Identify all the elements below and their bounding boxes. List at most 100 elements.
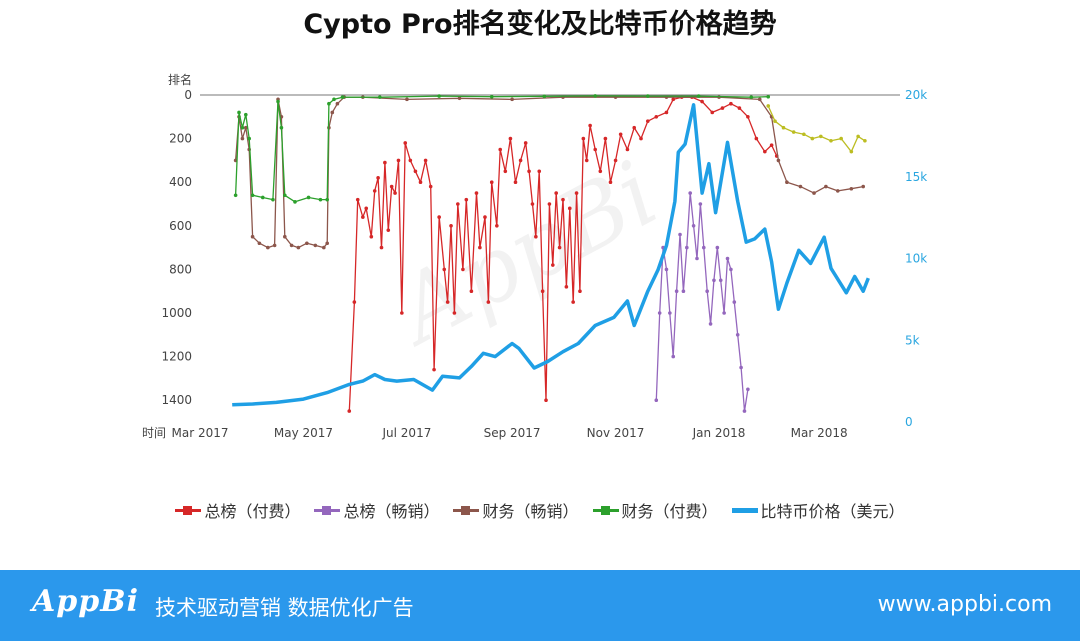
series-1-point xyxy=(695,256,699,261)
series-1-point xyxy=(725,256,730,261)
series-2-point xyxy=(798,184,803,189)
series-0-point xyxy=(503,169,508,174)
series-0-point xyxy=(737,106,742,110)
series-2-point xyxy=(289,243,294,248)
series-0-point xyxy=(618,132,623,137)
series-0-point xyxy=(588,123,592,128)
series-2-point xyxy=(812,191,816,195)
series-1-point xyxy=(678,232,682,237)
series-0-point xyxy=(355,197,360,202)
series-3-point xyxy=(250,193,255,198)
series-0-point xyxy=(498,147,503,152)
series-1-point xyxy=(712,278,716,283)
series-2-point xyxy=(325,241,330,246)
series-0-point xyxy=(396,158,401,163)
series-2-point xyxy=(283,234,287,239)
series-1-point xyxy=(715,245,720,250)
series-0-point xyxy=(513,180,518,184)
series-0-point xyxy=(393,191,397,195)
series-3-point xyxy=(271,197,275,202)
series-3-point xyxy=(283,193,287,198)
series-0-point xyxy=(537,169,542,174)
series-2-point xyxy=(296,245,301,250)
y-left-axis-label: 排名 xyxy=(168,72,192,87)
legend-item-finance-grossing[interactable]: 财务（畅销） xyxy=(453,498,579,522)
series-2-point xyxy=(457,96,462,101)
series-0-point xyxy=(632,125,637,130)
series-0-point xyxy=(486,300,491,304)
series-0-point xyxy=(347,409,352,413)
x-tick-label: May 2017 xyxy=(274,426,333,440)
footer-banner: AppBi 技术驱动营销 数据优化广告 www.appbi.com xyxy=(0,570,1080,641)
series-0-point xyxy=(383,160,387,165)
x-tick-label: Sep 2017 xyxy=(484,426,541,440)
series-3-point xyxy=(696,94,701,98)
series-0-point xyxy=(729,101,733,106)
series-3-point xyxy=(340,95,345,99)
chart-svg: 排名020040060080010001200140005k10k15k20k时… xyxy=(142,72,927,440)
y-right-tick-label: 20k xyxy=(905,88,927,102)
y-left-tick-label: 1400 xyxy=(161,393,192,407)
series-0-point xyxy=(710,110,715,115)
series-2-point xyxy=(335,101,340,106)
series-0-point xyxy=(608,180,613,184)
x-tick-label: Jul 2017 xyxy=(382,426,432,440)
series-0-point xyxy=(437,215,441,219)
series-0-point xyxy=(372,189,377,193)
series-0-point xyxy=(540,289,545,294)
series-0-point xyxy=(584,158,589,163)
series-0-point xyxy=(593,147,598,152)
series-0-point xyxy=(469,289,474,294)
y-left-tick-label: 1000 xyxy=(161,306,192,320)
legend-item-total-paid[interactable]: 总榜（付费） xyxy=(175,498,300,522)
series-0-point xyxy=(523,141,528,145)
series-0-point xyxy=(527,169,531,174)
footer-website[interactable]: www.appbi.com xyxy=(877,592,1052,617)
series-1-point xyxy=(668,311,672,315)
series-0-point xyxy=(571,300,575,304)
series-0-point xyxy=(456,202,460,206)
series-0-point xyxy=(452,311,457,315)
series-1-point xyxy=(729,267,733,272)
series-5-point xyxy=(766,104,771,108)
series-5-point xyxy=(839,136,843,141)
series-0-point xyxy=(554,191,559,195)
series-3-point xyxy=(645,94,650,98)
legend: 总榜（付费） 总榜（畅销） 财务（畅销） 财务（付费） 比特币价格（美元） xyxy=(0,498,1080,522)
series-1-point xyxy=(732,300,737,304)
series-3-point xyxy=(593,94,598,98)
series-5-point xyxy=(856,134,860,139)
series-0-point xyxy=(428,184,433,189)
legend-label-finance-paid: 财务（付费） xyxy=(621,502,718,521)
series-5-point xyxy=(781,125,786,130)
series-3-point xyxy=(489,94,494,99)
legend-item-total-grossing[interactable]: 总榜（畅销） xyxy=(314,498,439,522)
series-0-point xyxy=(445,300,450,304)
series-0-line xyxy=(348,96,778,412)
series-0-point xyxy=(418,180,423,184)
series-0-point xyxy=(671,97,676,102)
series-1-point xyxy=(681,289,686,294)
series-0-point xyxy=(551,263,555,267)
legend-label-btc: 比特币价格（美元） xyxy=(760,502,905,521)
series-0-point xyxy=(613,158,618,163)
series-0-point xyxy=(364,206,369,211)
series-3-point xyxy=(233,193,238,198)
series-0-point xyxy=(557,245,562,250)
series-2-point xyxy=(305,241,309,246)
series-1-point xyxy=(739,365,743,370)
series-3-point xyxy=(279,125,284,130)
series-0-point xyxy=(389,184,394,189)
series-3-point xyxy=(318,197,323,202)
series-1-point xyxy=(722,311,726,315)
y-right-tick-label: 5k xyxy=(905,333,920,347)
series-2-point xyxy=(250,234,255,239)
series-0-point xyxy=(400,311,404,315)
series-0-point xyxy=(403,141,408,145)
series-5-point xyxy=(849,149,854,154)
series-0-point xyxy=(508,136,513,141)
legend-item-btc[interactable]: 比特币价格（美元） xyxy=(731,498,905,522)
legend-item-finance-paid[interactable]: 财务（付费） xyxy=(592,498,718,522)
series-0-point xyxy=(561,197,565,202)
series-2-point xyxy=(824,184,828,189)
